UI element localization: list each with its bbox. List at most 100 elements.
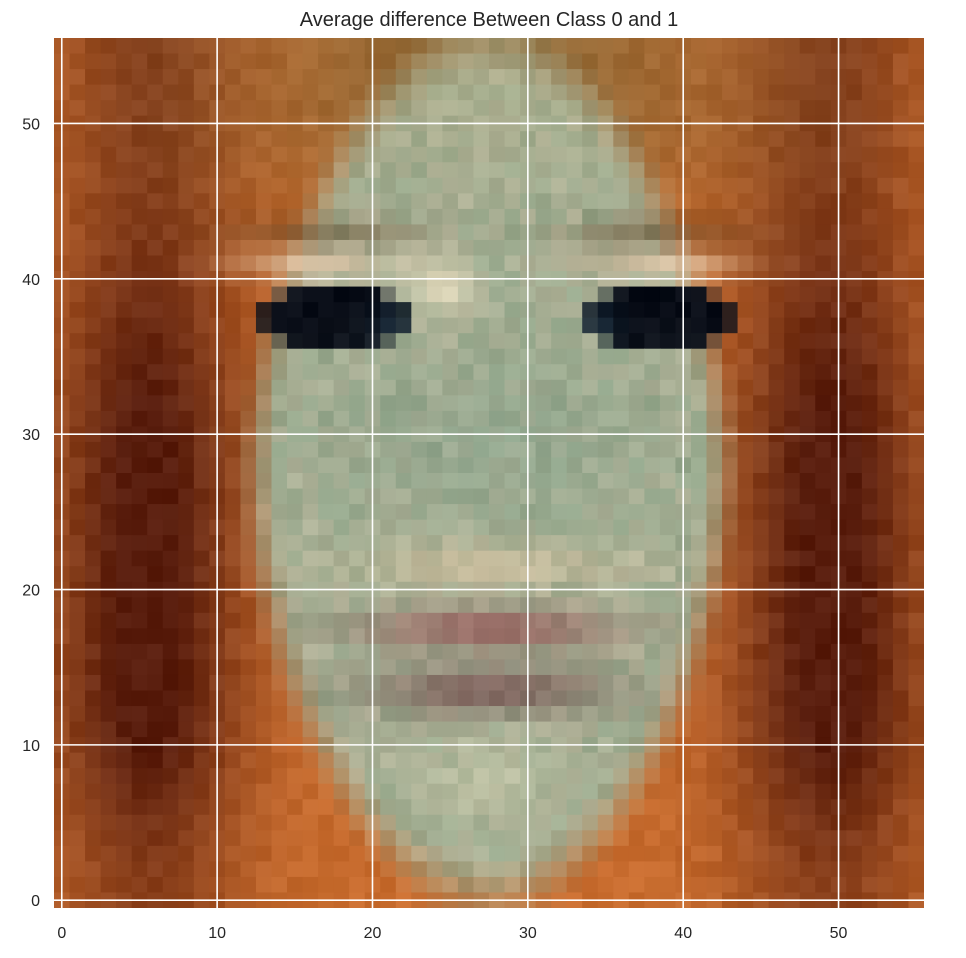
image-pixel	[722, 177, 739, 194]
image-pixel	[69, 876, 86, 894]
image-pixel	[535, 317, 552, 334]
image-pixel	[162, 348, 179, 365]
grid-lines	[54, 38, 924, 908]
image-pixel	[473, 317, 490, 334]
image-pixel	[753, 255, 770, 272]
image-pixel	[613, 535, 630, 552]
image-pixel	[877, 255, 894, 272]
image-pixel	[504, 131, 521, 148]
image-pixel	[846, 876, 863, 894]
image-pixel	[535, 348, 552, 365]
image-pixel	[846, 597, 863, 614]
image-pixel	[426, 643, 443, 661]
image-pixel	[442, 488, 459, 505]
image-pixel	[349, 706, 366, 723]
image-pixel	[659, 177, 677, 194]
image-pixel	[489, 69, 506, 86]
x-axis-ticks: 0 10 20 30 40 50	[57, 925, 847, 942]
image-pixel	[861, 799, 878, 816]
image-pixel	[457, 845, 475, 862]
image-pixel	[489, 441, 506, 459]
image-pixel	[287, 752, 304, 769]
image-pixel	[380, 628, 397, 645]
image-pixel	[535, 674, 552, 692]
image-pixel	[908, 845, 924, 862]
image-pixel	[271, 783, 288, 800]
image-pixel	[551, 861, 568, 878]
image-pixel	[255, 861, 273, 878]
image-pixel	[457, 473, 475, 490]
image-pixel	[147, 535, 164, 552]
image-pixel	[892, 441, 910, 459]
image-pixel	[240, 659, 257, 676]
image-pixel	[877, 317, 894, 334]
image-pixel	[753, 53, 770, 70]
image-pixel	[551, 53, 568, 70]
image-pixel	[628, 364, 645, 381]
image-pixel	[395, 441, 412, 459]
image-pixel	[100, 131, 117, 148]
image-pixel	[504, 628, 521, 645]
image-pixel	[582, 597, 599, 614]
image-pixel	[799, 395, 816, 412]
image-pixel	[333, 799, 350, 816]
image-pixel	[690, 721, 708, 738]
image-pixel	[659, 659, 677, 676]
image-pixel	[116, 674, 133, 692]
image-pixel	[147, 177, 164, 194]
image-pixel	[457, 410, 475, 427]
image-pixel	[473, 597, 490, 614]
image-pixel	[566, 721, 583, 738]
image-pixel	[582, 721, 599, 738]
image-pixel	[768, 410, 785, 427]
image-pixel	[442, 845, 459, 862]
image-pixel	[240, 302, 257, 319]
image-pixel	[116, 38, 133, 55]
image-pixel	[271, 845, 288, 862]
image-pixel	[504, 659, 521, 676]
image-pixel	[69, 721, 86, 738]
image-pixel	[287, 612, 304, 629]
image-pixel	[380, 550, 397, 567]
image-pixel	[178, 441, 195, 459]
image-pixel	[690, 752, 708, 769]
image-pixel	[489, 814, 506, 831]
image-pixel	[255, 302, 273, 319]
image-pixel	[411, 379, 428, 396]
image-pixel	[349, 550, 366, 567]
image-pixel	[333, 504, 350, 521]
image-pixel	[815, 535, 832, 552]
image-pixel	[131, 395, 148, 412]
image-pixel	[628, 566, 645, 583]
image-pixel	[722, 566, 739, 583]
image-pixel	[302, 659, 319, 676]
image-pixel	[116, 457, 133, 474]
image-pixel	[659, 69, 677, 86]
image-pixel	[116, 659, 133, 676]
image-pixel	[535, 208, 552, 226]
image-pixel	[784, 302, 801, 319]
image-pixel	[737, 162, 754, 179]
image-pixel	[302, 830, 319, 847]
image-pixel	[768, 379, 785, 396]
image-pixel	[162, 674, 179, 692]
image-pixel	[69, 53, 86, 70]
image-pixel	[628, 131, 645, 148]
image-pixel	[861, 317, 878, 334]
image-pixel	[69, 193, 86, 210]
image-pixel	[442, 876, 459, 894]
image-pixel	[224, 752, 242, 769]
image-pixel	[628, 597, 645, 614]
image-pixel	[659, 861, 677, 878]
image-pixel	[846, 566, 863, 583]
image-pixel	[131, 845, 148, 862]
image-pixel	[116, 193, 133, 210]
image-pixel	[628, 162, 645, 179]
image-pixel	[877, 302, 894, 319]
image-pixel	[846, 302, 863, 319]
image-pixel	[737, 845, 754, 862]
image-pixel	[877, 566, 894, 583]
image-pixel	[116, 768, 133, 785]
image-pixel	[380, 239, 397, 257]
image-pixel	[255, 100, 273, 117]
